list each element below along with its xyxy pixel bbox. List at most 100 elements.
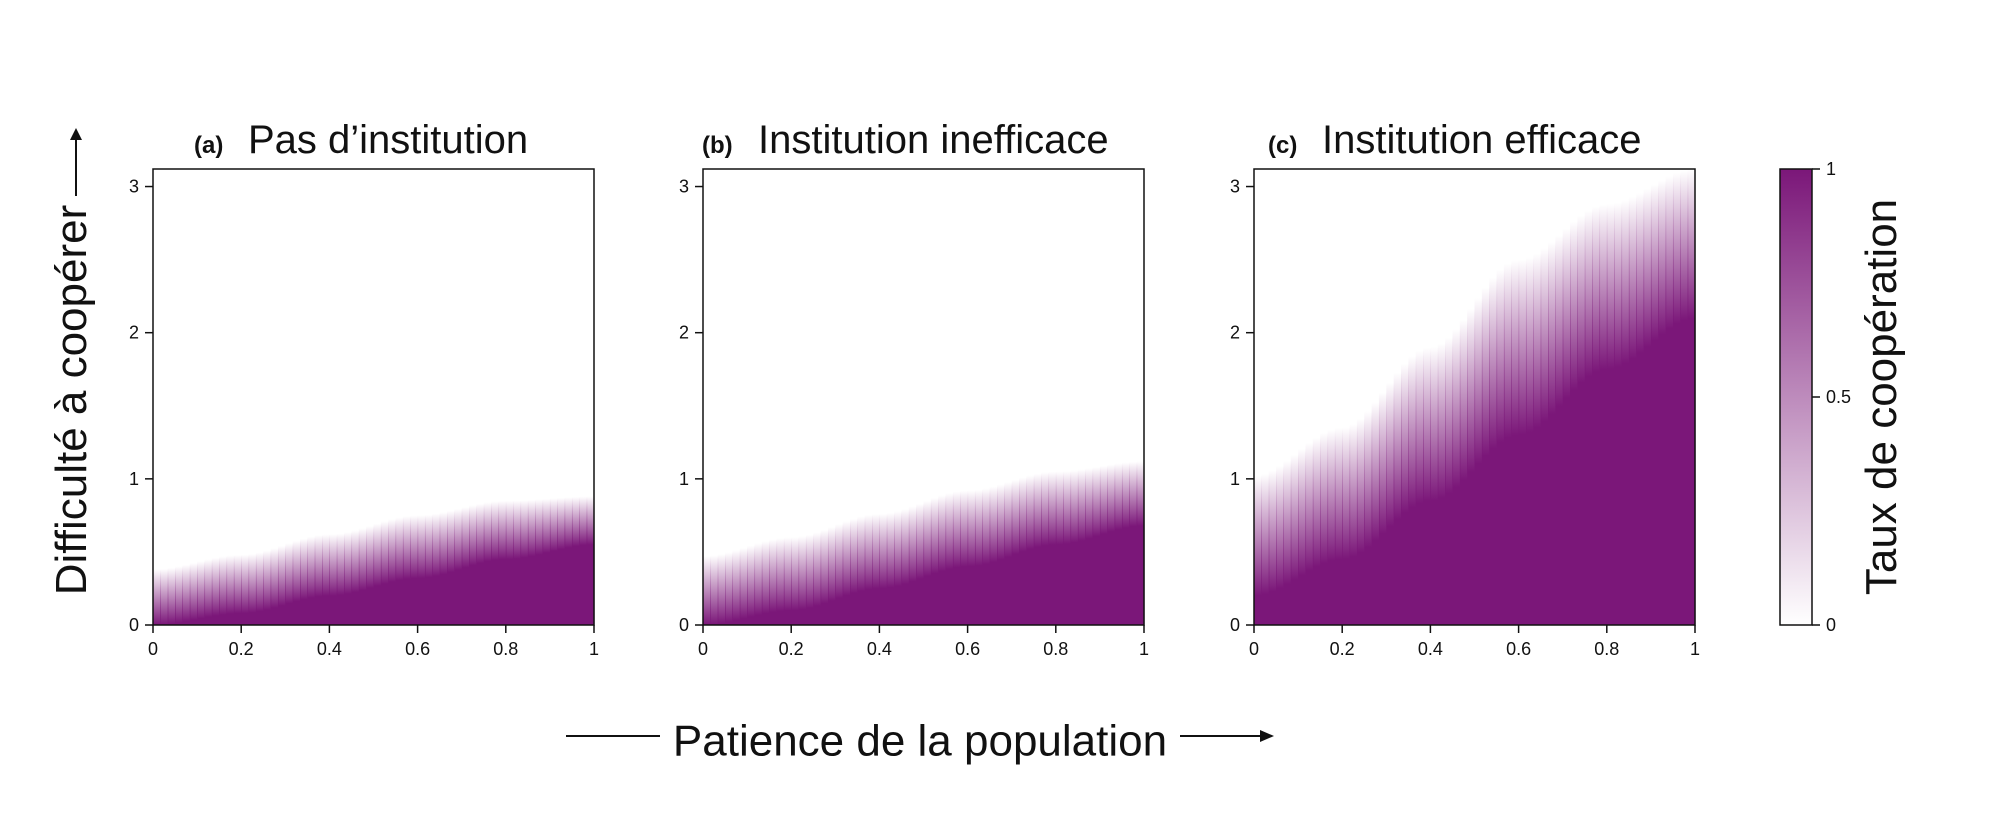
x-tick-label: 0.6 — [1506, 639, 1531, 659]
heatmap-cell — [1636, 192, 1645, 625]
heatmap-cell — [820, 529, 829, 625]
x-axis-title: Patience de la population — [673, 717, 1167, 766]
heatmap-cell — [498, 500, 507, 625]
heatmap-cell — [1129, 461, 1138, 625]
heatmap-cell — [1349, 424, 1358, 625]
heatmap-cell — [1577, 215, 1586, 626]
plot-frame — [702, 168, 1145, 626]
y-tick-label: 0 — [1230, 615, 1240, 635]
heatmap-cell — [1672, 172, 1681, 625]
heatmap-cell — [761, 541, 770, 625]
x-tick-label: 0.6 — [955, 639, 980, 659]
heatmap-cell — [1371, 402, 1380, 625]
heatmap-cell — [454, 508, 463, 625]
x-tick-label: 0 — [148, 639, 158, 659]
heatmap-cell — [255, 552, 264, 625]
y-tick-label: 3 — [129, 177, 139, 197]
heatmap-cell — [1305, 442, 1314, 625]
colorbar-tick-label-0: 0 — [1826, 615, 1836, 635]
heatmap-cell — [1114, 463, 1123, 625]
heatmap-cell — [923, 500, 932, 625]
heatmap-cell — [1525, 257, 1534, 625]
heatmap-cell — [1511, 260, 1520, 625]
x-tick-label: 0.4 — [317, 639, 342, 659]
x-tick-label: 1 — [1139, 639, 1149, 659]
panel-a-letter: (a) — [194, 132, 223, 159]
heatmap-cell — [930, 497, 939, 625]
heatmap-cell — [717, 554, 726, 625]
x-tick-label: 0.2 — [1330, 639, 1355, 659]
heatmap-cell — [1459, 319, 1468, 625]
heatmap-cell — [167, 567, 176, 625]
heatmap-cell — [879, 513, 888, 625]
heatmap-cell — [373, 523, 382, 625]
panel-b-title: (b) Institution inefficace — [702, 118, 1109, 162]
heatmap-cell — [1378, 392, 1387, 625]
panel-b-title-text: Institution inefficace — [758, 118, 1109, 162]
heatmap-cell — [1621, 200, 1630, 625]
heatmap-cell — [769, 539, 778, 625]
heatmap-cell — [1445, 337, 1454, 625]
heatmap-cell — [447, 510, 455, 625]
plot-frame — [152, 168, 595, 626]
panel-c: 0 0.2 0.4 0.6 0.8 1 0 1 2 3 — [1230, 168, 1700, 659]
heatmap-cell — [344, 532, 353, 625]
colorbar-gradient — [1780, 169, 1812, 625]
heatmap-cell — [842, 521, 851, 625]
heatmap-cell — [754, 543, 763, 625]
heatmap-cell — [827, 527, 836, 625]
colorbar-tick-label-1: 1 — [1826, 159, 1836, 179]
panel-c-title: (c) Institution efficace — [1268, 118, 1641, 162]
heatmap-cell — [1085, 468, 1094, 625]
panel-c-title-text: Institution efficace — [1322, 118, 1641, 162]
x-axis-title-group: Patience de la population — [566, 717, 1274, 766]
heatmap-cell — [461, 507, 470, 625]
heatmap-cell — [233, 554, 242, 625]
heatmap-cell — [1121, 462, 1130, 625]
heatmap-cell — [439, 512, 448, 625]
heatmap-cell — [542, 498, 551, 625]
heatmap-cell — [1099, 465, 1108, 625]
y-tick-label: 0 — [129, 615, 139, 635]
y-tick-label: 2 — [679, 323, 689, 343]
heatmap-cell — [791, 537, 800, 625]
panel-a-title: (a) Pas d’institution — [194, 118, 528, 162]
heatmap-cell — [197, 561, 206, 625]
heatmap-cell — [586, 496, 595, 625]
heatmap-cell — [1680, 170, 1689, 626]
heatmap-cell — [1437, 343, 1446, 625]
heatmap-cell — [1540, 248, 1549, 625]
x-tick-label: 0.4 — [867, 639, 892, 659]
heatmap-cell — [1555, 235, 1564, 625]
heatmap-cell — [491, 501, 500, 625]
heatmap-cell — [1342, 427, 1351, 625]
heatmap-cell — [483, 502, 492, 625]
heatmap-cell — [402, 516, 411, 625]
heatmap-cell — [1518, 259, 1527, 625]
heatmap-cell — [1643, 188, 1652, 625]
heatmap-cell — [1055, 471, 1064, 625]
heatmap-cell — [1496, 269, 1505, 625]
heatmap-cell — [1408, 356, 1417, 625]
heatmap-cell — [535, 499, 544, 625]
heatmap-cell — [182, 564, 191, 625]
heatmap-cell — [1614, 202, 1623, 626]
colorbar-tick-label-05: 0.5 — [1826, 387, 1851, 407]
heatmap-cell — [916, 503, 925, 625]
heatmap-cell — [1687, 169, 1696, 625]
y-tick-label: 1 — [679, 469, 689, 489]
x-tick-label: 0 — [698, 639, 708, 659]
heatmap-cell — [285, 543, 294, 625]
heatmap-cell — [410, 515, 419, 625]
heatmap-cell — [388, 519, 397, 625]
heatmap-cell — [798, 536, 807, 625]
heatmap-cell — [1401, 363, 1409, 625]
heatmap-cell — [1503, 263, 1512, 625]
heatmap-cell — [1011, 479, 1020, 625]
heatmap-cell — [886, 512, 895, 625]
heatmap-cell — [894, 511, 903, 625]
panel-b: 0 0.2 0.4 0.6 0.8 1 0 1 2 3 — [679, 168, 1149, 659]
heatmap-cell — [1606, 203, 1615, 626]
x-tick-label: 0.4 — [1418, 639, 1443, 659]
heatmap-cell — [835, 524, 844, 625]
